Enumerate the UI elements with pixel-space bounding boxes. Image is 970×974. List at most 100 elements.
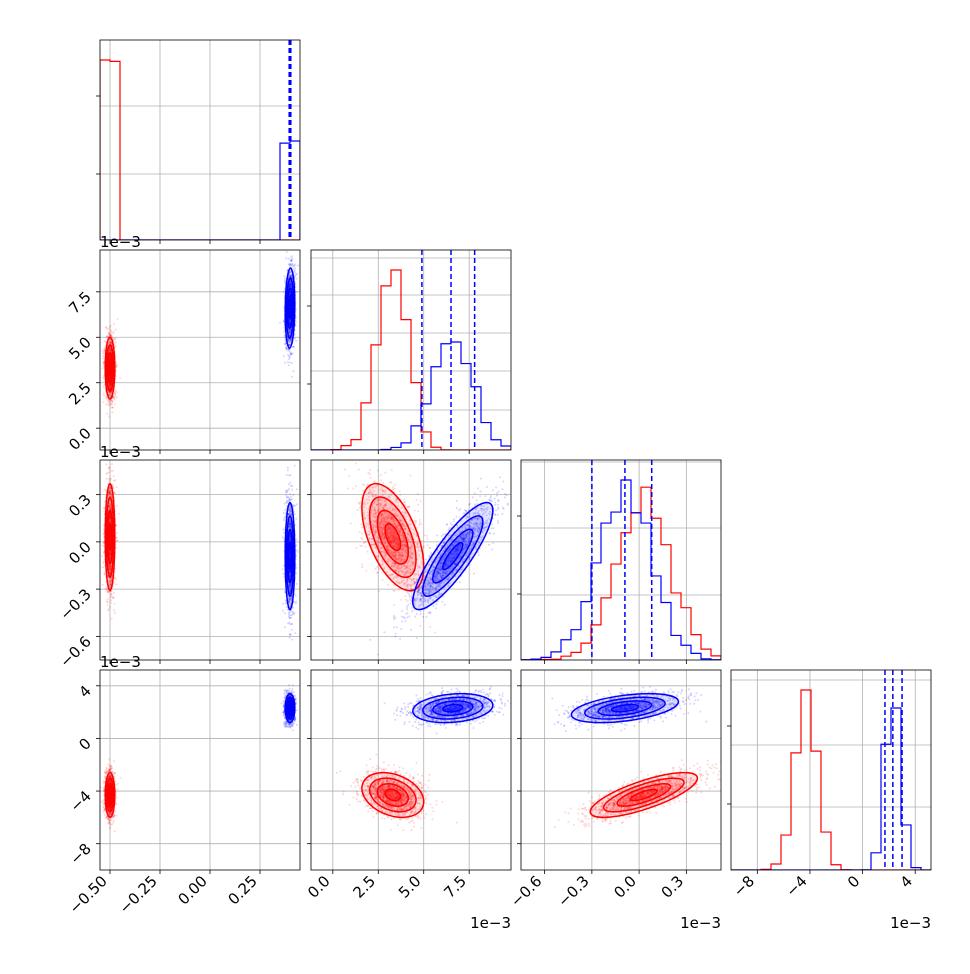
scatter-point [105, 463, 107, 465]
scatter-point [288, 258, 290, 260]
scatter-point [283, 331, 285, 333]
scatter-point [290, 496, 292, 498]
scatter-point [282, 603, 284, 605]
scatter-point [113, 592, 115, 594]
scatter-point [115, 486, 117, 488]
scatter-point [105, 403, 107, 405]
scatter-point [109, 333, 111, 335]
scatter-point [115, 479, 117, 481]
scatter-point [103, 552, 105, 554]
scatter-point [291, 362, 293, 364]
scatter-point [116, 397, 118, 399]
scatter-point [108, 415, 110, 417]
scatter-point [107, 604, 109, 606]
grid-1-0 [100, 250, 300, 450]
scatter-point [294, 632, 296, 634]
scatter-point [296, 583, 298, 585]
scatter-point [108, 481, 110, 483]
scatter-point [110, 436, 112, 438]
scatter-point [289, 482, 291, 484]
contour-level-3 [109, 524, 111, 551]
scatter-point [102, 357, 104, 359]
scatter-point [113, 475, 115, 477]
scatter-point [101, 555, 103, 557]
scatter-point [110, 330, 112, 332]
scatter-point [117, 318, 119, 320]
scatter-point [103, 375, 105, 377]
scatter-point [290, 260, 292, 262]
contour-level-3 [289, 298, 292, 318]
histogram-step-0 [521, 487, 721, 660]
scatter-point [295, 321, 297, 323]
scatter-point [295, 603, 297, 605]
scatter-point [111, 618, 113, 620]
scatter-point [108, 608, 110, 610]
scatter-point [106, 413, 108, 415]
scatter-point [108, 591, 110, 593]
scatter-point [110, 478, 112, 480]
scatter-point [294, 267, 296, 269]
scatter-point [109, 403, 111, 405]
scatter-point [289, 493, 291, 495]
scatter-point [115, 341, 117, 343]
scatter-point [110, 325, 112, 327]
scatter-point [103, 393, 105, 395]
scatter-point [102, 367, 104, 369]
scatter-point [105, 326, 107, 328]
scatter-point [109, 606, 111, 608]
contour-level-3 [109, 360, 111, 375]
scatter-point [103, 401, 105, 403]
scatter-point [292, 346, 294, 348]
scatter-point [112, 470, 114, 472]
histogram-step-1 [100, 141, 300, 240]
scatter-point [287, 467, 289, 469]
scatter-point [106, 588, 108, 590]
scatter-point [283, 275, 285, 277]
scatter-point [102, 584, 104, 586]
scatter-point [113, 330, 115, 332]
scatter-point [119, 377, 121, 379]
scatter-point [294, 337, 296, 339]
scatter-point [290, 485, 292, 487]
scatter-point [290, 257, 292, 259]
scatter-point [116, 505, 118, 507]
scatter-point [114, 612, 116, 614]
scatter-point [118, 513, 120, 515]
scatter-point [107, 598, 109, 600]
scatter-point [114, 390, 116, 392]
scatter-point [103, 395, 105, 397]
histogram-1 [311, 250, 511, 450]
scatter-point [289, 245, 291, 247]
scatter-point [114, 603, 116, 605]
scatter-point [104, 571, 106, 573]
scatter-point [115, 329, 117, 331]
scatter-point [112, 407, 114, 409]
scatter-point [115, 395, 117, 397]
scatter-point [108, 332, 110, 334]
scatter-point [115, 547, 117, 549]
scatter-point [115, 578, 117, 580]
scatter-point [102, 533, 104, 535]
scatter-point [287, 489, 289, 491]
scatter-point [294, 264, 296, 266]
scatter-point [291, 376, 293, 378]
scatter-panel-1-0 [102, 245, 299, 417]
scatter-point [112, 332, 114, 334]
scatter-point [114, 403, 116, 405]
scatter-point [102, 377, 104, 379]
scatter-point [294, 270, 296, 272]
scatter-point [106, 601, 108, 603]
scatter-panel-2-0 [101, 436, 298, 641]
scatter-point [284, 343, 286, 345]
scatter-point [111, 595, 113, 597]
scatter-point [106, 335, 108, 337]
scatter-point [116, 391, 118, 393]
scatter-point [103, 573, 105, 575]
scatter-point [106, 472, 108, 474]
scatter-point [113, 323, 115, 325]
scatter-point [283, 291, 285, 293]
scatter-point [108, 468, 110, 470]
scatter-point [289, 361, 291, 363]
